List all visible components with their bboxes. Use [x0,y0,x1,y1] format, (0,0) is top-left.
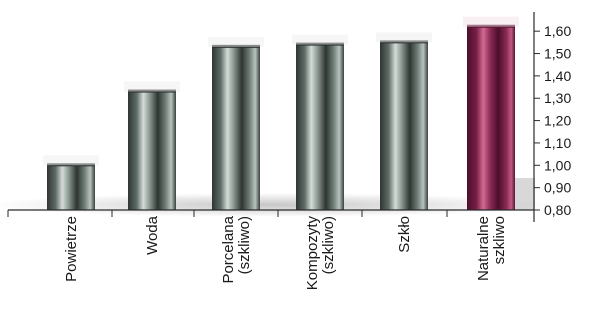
y-tick-label: 1,00 [544,157,571,173]
x-category-label: szkliwo [491,216,508,264]
bar-2 [208,36,264,210]
bar-glow [208,36,264,47]
bar-rect [467,26,515,210]
x-category-label: Naturalne [475,216,492,281]
y-tick-label: 1,10 [544,135,571,151]
y-tick-label: 1,60 [544,23,571,39]
axes-group [7,12,535,222]
bar-rect [128,91,176,210]
bar-glow [124,81,180,92]
y-tick-label: 1,30 [544,90,571,106]
x-category-label: Woda [144,215,161,255]
x-category-label: Porcelana [220,215,237,283]
bars-group [43,16,519,211]
y-tick-label: 1,20 [544,113,571,129]
x-category-label: Powietrze [63,216,80,282]
y-axis-ticks: 0,80 0,90 1,00 1,10 1,20 1,30 1,40 1,50 1,60 [534,23,571,218]
x-category-label: Szkło [396,216,413,253]
bar-rect [296,44,344,211]
x-category-label: (szkliwo) [236,216,253,274]
bar-rect [380,42,428,211]
x-axis-categories: Powietrze Woda Porcelana (szkliwo) Kompozyty… [63,215,508,290]
bar-glow [376,32,432,43]
bar-rect [212,46,260,210]
bar-3 [292,34,348,211]
bar-5 [463,16,519,210]
y-tick-label: 1,50 [544,46,571,62]
bar-glow [43,155,99,166]
bar-0 [43,155,99,210]
bar-4 [376,32,432,211]
right-shadow [515,178,535,210]
x-category-label: Kompozyty [304,216,321,291]
bar-glow [463,16,519,27]
y-tick-label: 0,90 [544,180,571,196]
y-tick-label: 1,40 [544,68,571,84]
bar-1 [124,81,180,210]
y-tick-label: 0,80 [544,202,571,218]
bar-glow [292,34,348,45]
x-category-label: (szkliwo) [320,216,337,274]
bar-rect [47,165,95,210]
